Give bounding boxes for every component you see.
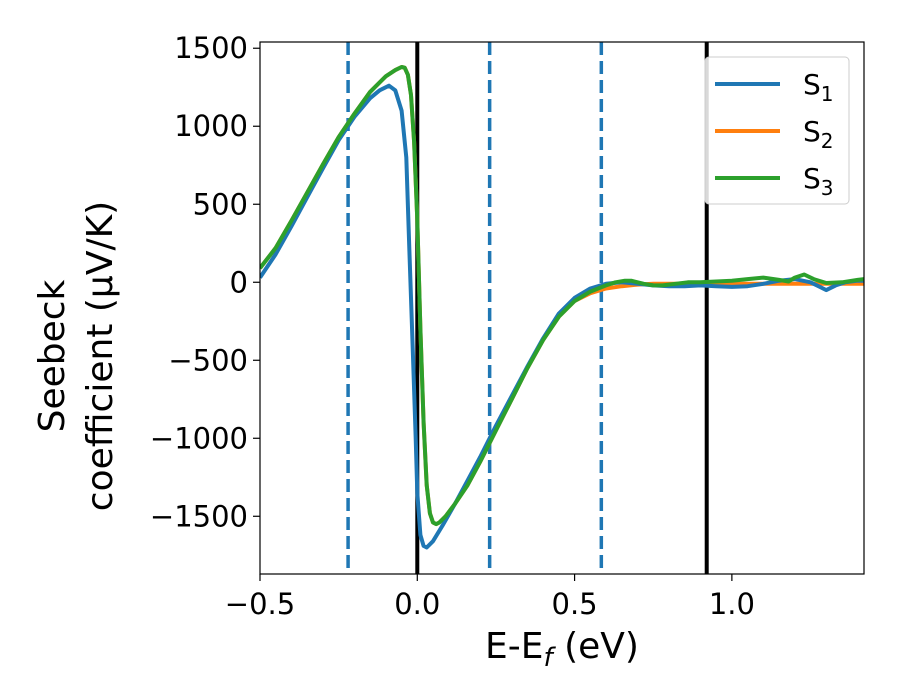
legend-label-S1: S1 [803, 68, 834, 106]
y-tick-label-2: 500 [193, 187, 248, 221]
y-tick-label-3: 0 [230, 265, 248, 299]
y-axis-label-line1: Seebeck [32, 279, 73, 432]
y-axis-label: Seebeck coefficient (μV/K) [32, 201, 121, 511]
x-tick-label-2: 0.5 [552, 587, 598, 621]
series-lines [260, 65, 864, 550]
y-tick-label-5: −1000 [150, 421, 248, 455]
x-tick-label-1: 0.0 [394, 587, 440, 621]
series-line-S3 [260, 65, 864, 527]
y-tick-label-6: −1500 [150, 499, 248, 533]
y-tick-label-1: 1000 [174, 109, 248, 143]
legend-label-S2: S2 [803, 115, 834, 153]
x-axis-label: E-Ef (eV) [485, 626, 639, 673]
x-tick-label-0: −0.5 [225, 587, 295, 621]
y-tick-label-4: −500 [168, 343, 248, 377]
legend: S1 S2 S3 [704, 56, 850, 205]
y-tick-label-0: 1500 [174, 31, 248, 65]
x-axis-ticks: −0.5 0.0 0.5 1.0 [225, 574, 755, 621]
y-axis-label-line2: coefficient (μV/K) [80, 201, 121, 511]
plot-frame [259, 41, 865, 575]
x-tick-label-3: 1.0 [709, 587, 755, 621]
y-axis-ticks: 1500 1000 500 0 −500 −1000 −1500 [150, 31, 260, 533]
legend-label-S3: S3 [803, 162, 834, 200]
